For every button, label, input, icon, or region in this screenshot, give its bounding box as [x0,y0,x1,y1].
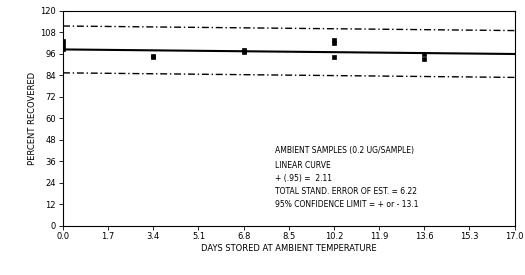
Text: AMBIENT SAMPLES (0.2 UG/SAMPLE): AMBIENT SAMPLES (0.2 UG/SAMPLE) [275,146,414,155]
Text: + (.95) =  2.11: + (.95) = 2.11 [275,174,332,183]
Text: TOTAL STAND. ERROR OF EST. = 6.22: TOTAL STAND. ERROR OF EST. = 6.22 [275,187,417,196]
Text: LINEAR CURVE: LINEAR CURVE [275,161,331,170]
Y-axis label: PERCENT RECOVERED: PERCENT RECOVERED [28,72,37,165]
X-axis label: DAYS STORED AT AMBIENT TEMPERATURE: DAYS STORED AT AMBIENT TEMPERATURE [201,244,376,253]
Text: 95% CONFIDENCE LIMIT = + or - 13.1: 95% CONFIDENCE LIMIT = + or - 13.1 [275,200,419,209]
